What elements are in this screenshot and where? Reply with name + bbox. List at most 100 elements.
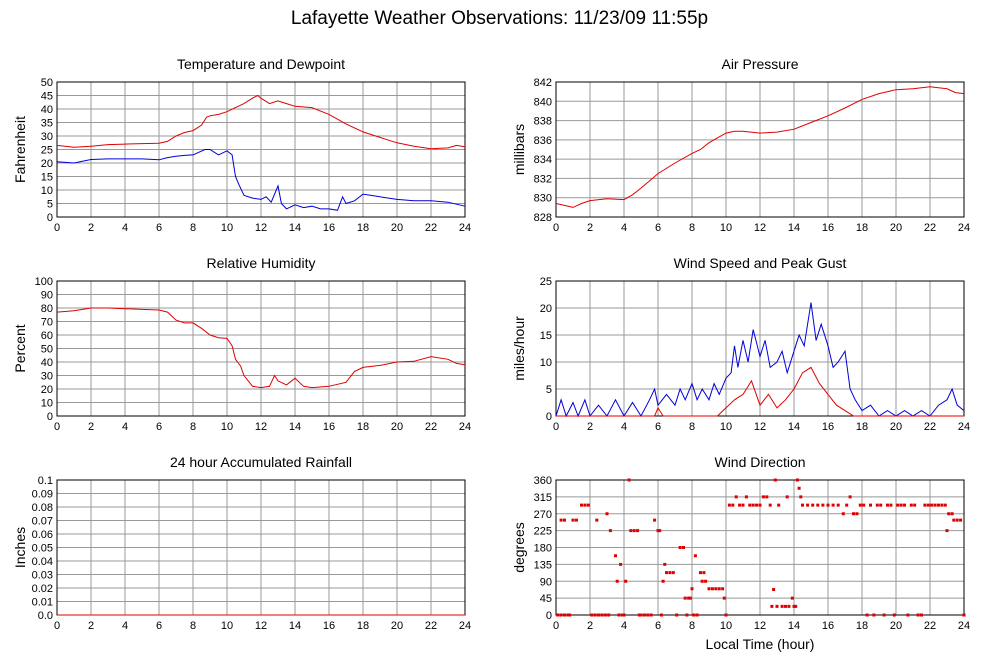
- data-point: [943, 503, 947, 507]
- data-point: [721, 587, 725, 591]
- x-tick-label: 24: [958, 421, 970, 433]
- data-point: [695, 613, 699, 617]
- y-tick-label: 0.03: [32, 570, 53, 582]
- data-point: [768, 503, 772, 507]
- x-tick-label: 0: [553, 620, 559, 632]
- data-point: [903, 503, 906, 507]
- data-point: [605, 512, 609, 516]
- data-point: [722, 596, 726, 600]
- x-tick-label: 12: [255, 421, 267, 433]
- x-tick-label: 16: [822, 222, 834, 234]
- data-point: [620, 613, 624, 617]
- x-tick-label: 12: [754, 620, 766, 632]
- temp-chart: 0 2 4 6 8 10 12 14 16 18 20 22 240510152025303540455…: [12, 56, 471, 234]
- y-tick-label: 20: [41, 384, 53, 396]
- x-tick-label: 14: [289, 620, 301, 632]
- y-tick-label: 836: [534, 135, 552, 147]
- wind-title: Wind Speed and Peak Gust: [674, 255, 847, 271]
- x-tick-label: 0: [553, 421, 559, 433]
- x-tick-label: 18: [357, 222, 369, 234]
- y-tick-label: 360: [534, 475, 552, 487]
- data-point: [886, 503, 889, 507]
- data-point: [806, 503, 810, 507]
- x-tick-label: 20: [391, 421, 403, 433]
- y-tick-label: 15: [41, 172, 53, 184]
- data-point: [646, 613, 650, 617]
- y-tick-label: 840: [534, 96, 552, 108]
- direction-chart: 0 2 4 6 8 10 12 14 16 18 20 22 240459013518022527031…: [511, 454, 970, 632]
- y-tick-label: 5: [47, 199, 53, 211]
- x-tick-label: 6: [655, 421, 661, 433]
- data-point: [603, 613, 607, 617]
- x-tick-label: 4: [621, 421, 627, 433]
- x-tick-label: 4: [122, 222, 128, 234]
- data-point: [755, 503, 759, 507]
- data-point: [869, 503, 872, 507]
- x-tick-label: 10: [221, 222, 233, 234]
- y-tick-label: 0.07: [32, 516, 53, 528]
- x-tick-label: 8: [190, 222, 196, 234]
- data-point: [617, 613, 621, 617]
- data-point: [937, 503, 940, 507]
- data-point: [637, 613, 641, 617]
- data-point: [586, 503, 590, 507]
- data-point: [682, 546, 685, 549]
- data-point: [826, 503, 830, 507]
- data-point: [892, 613, 896, 617]
- x-tick-label: 6: [655, 620, 661, 632]
- y-tick-label: 20: [41, 158, 53, 170]
- data-point: [785, 495, 789, 499]
- x-tick-label: 14: [788, 620, 800, 632]
- data-point: [955, 518, 959, 522]
- y-tick-label: 45: [540, 593, 552, 605]
- x-tick-label: 0: [54, 222, 60, 234]
- y-tick-label: 0: [47, 411, 53, 423]
- pressure-chart: 0 2 4 6 8 10 12 14 16 18 20 22 248288308328348368388…: [511, 56, 970, 234]
- data-point: [615, 579, 619, 583]
- x-tick-label: 16: [822, 620, 834, 632]
- x-tick-label: 6: [655, 222, 661, 234]
- data-point: [714, 587, 718, 591]
- data-point: [821, 503, 825, 507]
- x-axis-label: Local Time (hour): [706, 636, 815, 652]
- x-tick-label: 6: [156, 222, 162, 234]
- x-tick-label: 0: [54, 421, 60, 433]
- data-point: [751, 503, 755, 507]
- data-point: [642, 613, 646, 617]
- plot-frame: [56, 280, 466, 417]
- x-tick-label: 12: [754, 421, 766, 433]
- x-tick-label: 14: [289, 421, 301, 433]
- x-tick-label: 10: [221, 421, 233, 433]
- y-tick-label: 5: [546, 384, 552, 396]
- y-tick-label: 828: [534, 212, 552, 224]
- y-tick-label: 180: [534, 543, 552, 555]
- y-tick-label: 40: [41, 104, 53, 116]
- plot-frame: [555, 81, 965, 218]
- data-point: [590, 613, 594, 617]
- data-point: [568, 613, 572, 617]
- data-point: [775, 604, 779, 608]
- data-point: [675, 613, 679, 617]
- y-tick-label: 35: [41, 118, 53, 130]
- data-point: [930, 503, 934, 507]
- data-point: [632, 529, 636, 533]
- pressure-ylabel: millibars: [511, 124, 527, 175]
- data-point: [692, 613, 696, 617]
- x-tick-label: 22: [425, 222, 437, 234]
- data-point: [792, 604, 796, 608]
- y-tick-label: 50: [41, 344, 53, 356]
- x-tick-label: 18: [357, 421, 369, 433]
- direction-title: Wind Direction: [714, 454, 805, 470]
- data-point: [852, 512, 855, 516]
- y-tick-label: 0.09: [32, 489, 53, 501]
- data-point: [794, 604, 798, 608]
- y-tick-label: 0: [546, 610, 552, 622]
- y-tick-label: 10: [41, 398, 53, 410]
- y-tick-label: 834: [534, 154, 552, 166]
- y-tick-label: 90: [540, 576, 552, 588]
- x-tick-label: 2: [587, 421, 593, 433]
- data-point: [707, 587, 711, 591]
- pressure-title: Air Pressure: [721, 56, 798, 72]
- data-point: [945, 529, 949, 533]
- y-tick-label: 0.04: [32, 556, 53, 568]
